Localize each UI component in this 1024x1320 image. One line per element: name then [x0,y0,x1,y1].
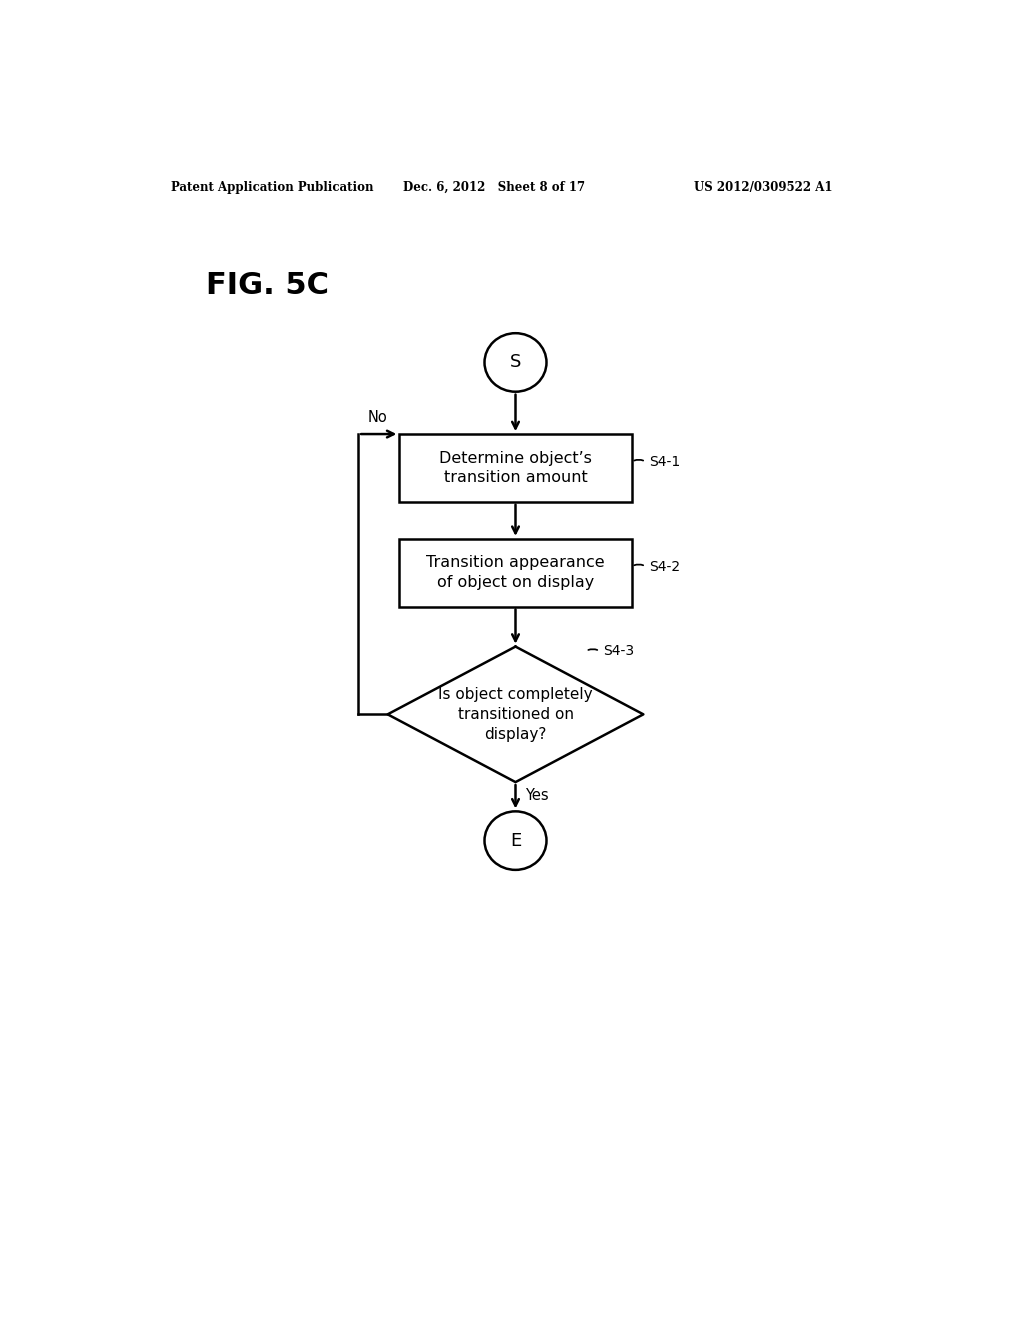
Text: S4-2: S4-2 [649,560,680,573]
Text: Yes: Yes [524,788,549,804]
Text: E: E [510,832,521,850]
Text: Determine object’s
transition amount: Determine object’s transition amount [439,450,592,486]
Text: FIG. 5C: FIG. 5C [206,271,329,300]
Text: Is object completely
transitioned on
display?: Is object completely transitioned on dis… [438,686,593,742]
Text: Transition appearance
of object on display: Transition appearance of object on displ… [426,556,605,590]
Text: Patent Application Publication: Patent Application Publication [171,181,373,194]
Bar [399,539,632,607]
Text: S: S [510,354,521,371]
Text: Dec. 6, 2012   Sheet 8 of 17: Dec. 6, 2012 Sheet 8 of 17 [403,181,586,194]
Text: S4-3: S4-3 [603,644,634,659]
Text: S4-1: S4-1 [649,455,680,469]
Bar [399,434,632,502]
Text: US 2012/0309522 A1: US 2012/0309522 A1 [693,181,833,194]
Text: No: No [368,409,387,425]
